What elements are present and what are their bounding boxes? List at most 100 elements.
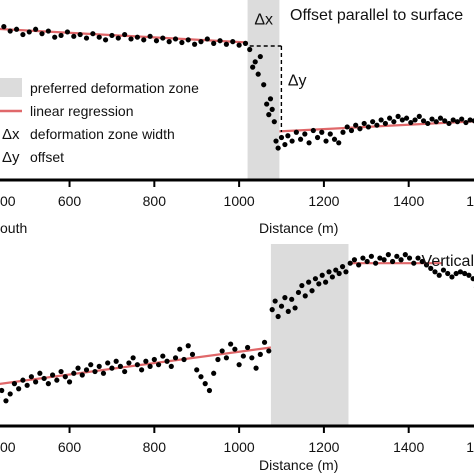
data-point bbox=[266, 348, 272, 354]
legend: preferred deformation zone linear regres… bbox=[0, 78, 199, 166]
data-point bbox=[466, 272, 472, 278]
data-point bbox=[160, 35, 166, 41]
legend-symbol-dy: Δy bbox=[2, 149, 20, 166]
data-point bbox=[336, 270, 342, 277]
data-point bbox=[285, 133, 291, 139]
data-point bbox=[33, 26, 39, 32]
data-point bbox=[425, 120, 431, 127]
data-point bbox=[432, 269, 438, 275]
data-point bbox=[247, 46, 253, 53]
data-point bbox=[58, 368, 64, 375]
panel-offset-parallel: 00 600 800 1000 1200 1400 1 Offset parallel to… bbox=[0, 0, 474, 236]
data-point bbox=[289, 138, 295, 144]
data-point bbox=[83, 367, 90, 373]
data-point bbox=[20, 31, 26, 38]
data-point bbox=[147, 363, 153, 369]
data-point bbox=[416, 113, 422, 119]
data-point bbox=[7, 28, 13, 34]
data-point bbox=[442, 118, 448, 124]
data-point bbox=[306, 140, 312, 146]
data-point bbox=[471, 118, 474, 124]
data-point bbox=[228, 341, 234, 347]
data-point bbox=[77, 31, 83, 38]
data-point bbox=[457, 269, 464, 275]
x-axis-title: Distance (m) bbox=[259, 220, 338, 236]
x-tick-label: 1000 bbox=[224, 193, 255, 209]
data-point bbox=[71, 33, 77, 39]
data-point bbox=[128, 36, 134, 42]
data-point bbox=[166, 39, 172, 45]
data-point bbox=[309, 288, 315, 294]
data-point bbox=[96, 363, 102, 369]
data-point bbox=[302, 131, 308, 137]
data-point bbox=[415, 255, 421, 261]
data-point bbox=[102, 37, 109, 43]
data-point bbox=[250, 64, 256, 70]
data-point bbox=[181, 356, 187, 363]
data-point bbox=[83, 35, 90, 41]
x-axis-ticks: 00 600 800 1000 1200 1400 1 bbox=[0, 426, 474, 455]
data-point bbox=[373, 260, 379, 266]
legend-zone-swatch bbox=[0, 78, 22, 97]
data-point bbox=[382, 120, 388, 127]
data-point bbox=[467, 117, 473, 123]
data-point bbox=[204, 36, 210, 42]
data-point bbox=[336, 140, 342, 146]
data-point bbox=[306, 279, 312, 285]
data-point bbox=[395, 113, 401, 119]
data-point bbox=[232, 346, 238, 352]
data-point bbox=[79, 372, 85, 378]
data-point bbox=[329, 274, 335, 280]
data-point bbox=[403, 115, 410, 121]
data-point bbox=[20, 377, 26, 383]
data-point bbox=[292, 305, 298, 311]
data-point bbox=[319, 129, 325, 135]
data-point bbox=[236, 42, 242, 48]
data-point bbox=[261, 82, 267, 88]
data-point bbox=[323, 279, 329, 285]
x-tick-label: 1 bbox=[466, 193, 474, 209]
data-point bbox=[134, 362, 140, 368]
data-point bbox=[211, 370, 217, 376]
data-point bbox=[423, 262, 430, 268]
data-point bbox=[454, 119, 461, 125]
data-point bbox=[143, 358, 149, 364]
data-point bbox=[356, 262, 362, 268]
data-point bbox=[126, 360, 132, 366]
data-point bbox=[244, 344, 251, 351]
data-point bbox=[206, 387, 213, 394]
data-point bbox=[406, 255, 413, 261]
x-tick-label: 1200 bbox=[308, 439, 339, 455]
data-point bbox=[109, 365, 115, 371]
data-point bbox=[261, 339, 268, 345]
data-point bbox=[353, 122, 359, 128]
regression-line-1 bbox=[0, 27, 248, 44]
data-point bbox=[278, 134, 285, 141]
data-point bbox=[28, 374, 34, 380]
data-point bbox=[343, 269, 349, 275]
data-point bbox=[419, 258, 425, 265]
data-point bbox=[370, 119, 376, 125]
data-point bbox=[172, 36, 179, 42]
data-point bbox=[272, 298, 278, 304]
data-point bbox=[453, 270, 459, 277]
x-tick-label: 00 bbox=[0, 193, 16, 209]
data-point bbox=[340, 129, 346, 135]
data-point bbox=[440, 267, 447, 273]
data-point bbox=[437, 115, 444, 121]
data-point bbox=[398, 257, 404, 263]
data-point bbox=[275, 145, 281, 151]
legend-label-regression: linear regression bbox=[30, 103, 134, 119]
data-point bbox=[264, 101, 270, 107]
data-point bbox=[428, 265, 434, 271]
data-point bbox=[113, 358, 119, 364]
x-tick-label: 1 bbox=[466, 439, 474, 455]
data-point bbox=[470, 276, 474, 282]
data-point bbox=[269, 307, 275, 313]
data-point bbox=[122, 368, 128, 375]
data-point bbox=[347, 260, 353, 266]
data-point bbox=[96, 34, 102, 40]
data-point bbox=[253, 365, 259, 371]
data-point bbox=[331, 136, 338, 142]
data-point bbox=[189, 351, 196, 357]
